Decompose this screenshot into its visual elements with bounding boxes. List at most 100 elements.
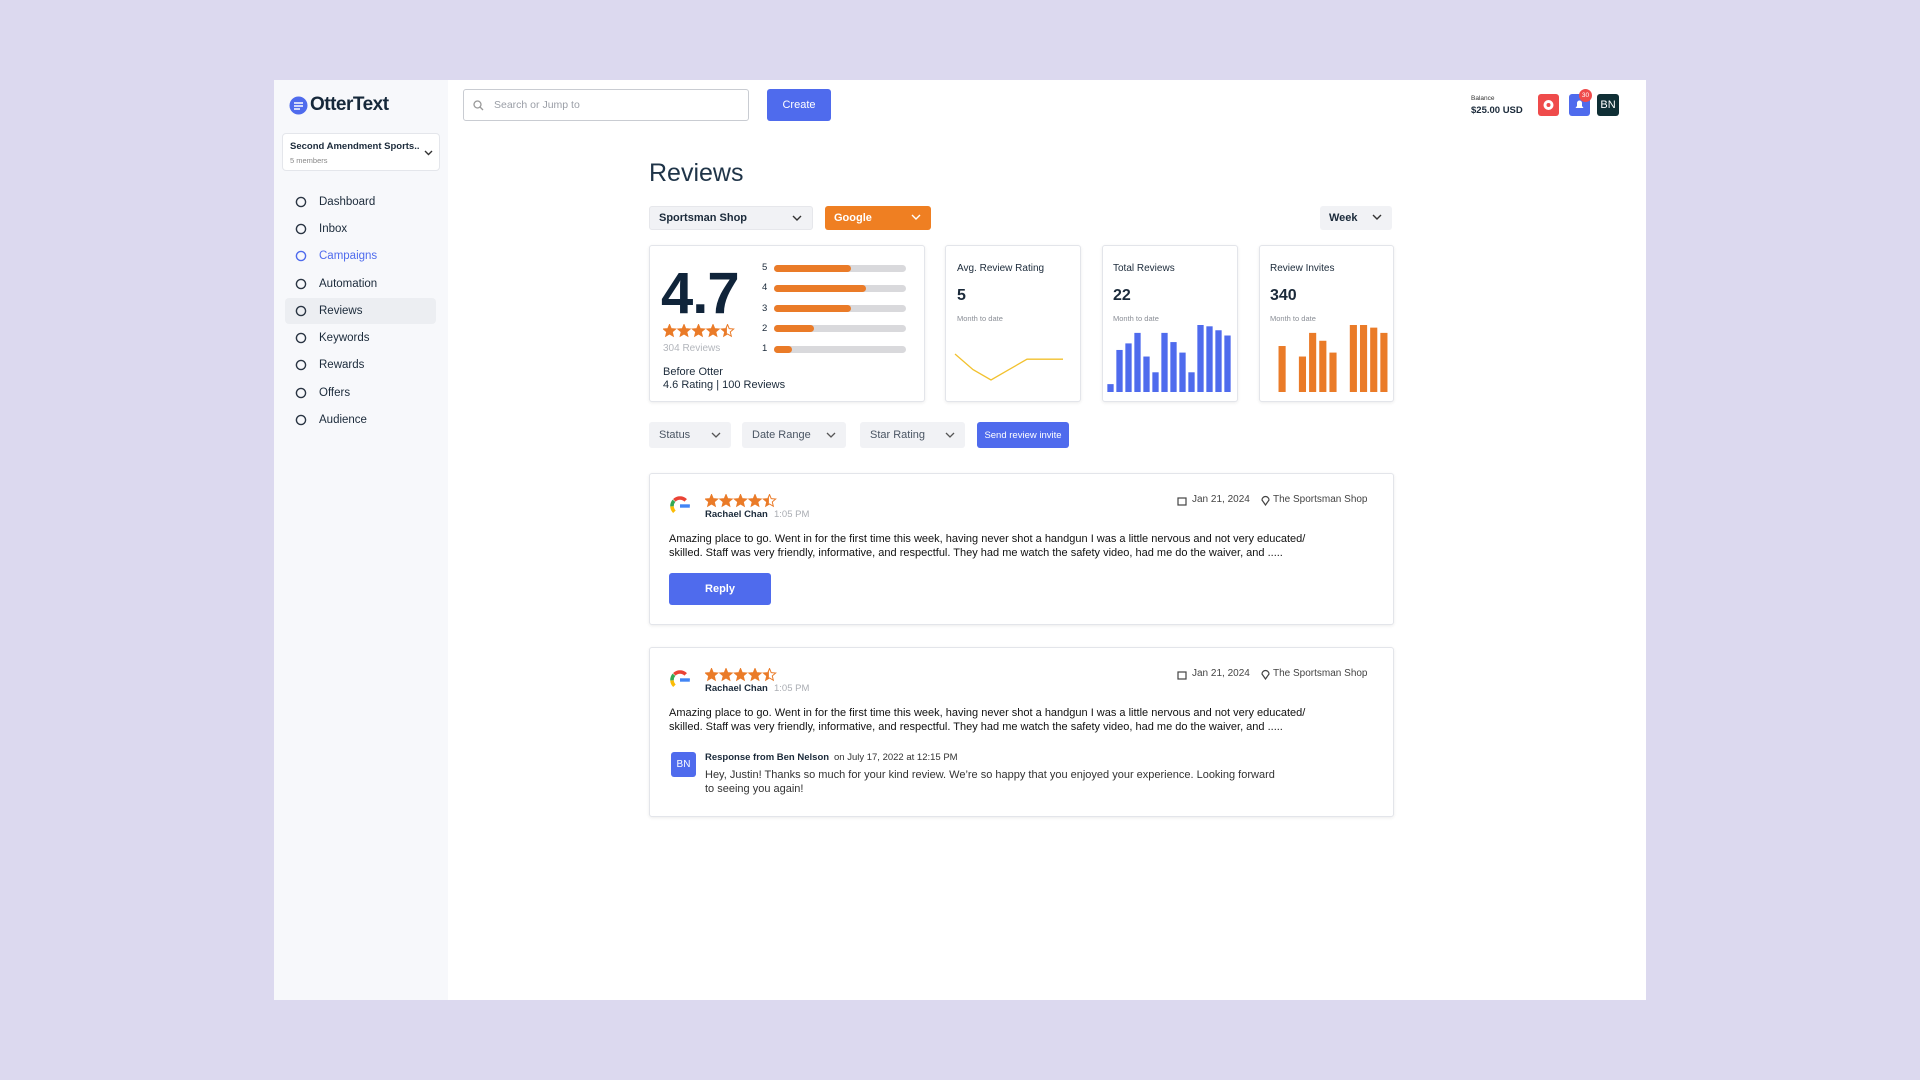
- bar: [1179, 352, 1186, 392]
- stat-card: [1102, 245, 1238, 402]
- dist-label: 2: [762, 322, 768, 334]
- nav-icon: [295, 278, 307, 290]
- star-outline: [718, 494, 734, 508]
- filter-label: Star Rating: [870, 429, 926, 441]
- nav-item[interactable]: Dashboard: [285, 189, 436, 215]
- nav-item[interactable]: Campaigns: [285, 243, 436, 269]
- bar: [1298, 356, 1307, 392]
- response-avatar: BN: [671, 752, 696, 777]
- star-outline: [747, 668, 763, 682]
- calendar-icon: [1177, 497, 1187, 506]
- org-select[interactable]: Second Amendment Sports.. 5 members: [282, 133, 440, 171]
- nav-icon: [295, 223, 307, 235]
- star-outline: [733, 494, 748, 508]
- logo-arc: [670, 496, 690, 516]
- bar: [1278, 346, 1286, 392]
- star-outline: [718, 668, 734, 682]
- nav-icon: [295, 305, 307, 317]
- chevron: [424, 150, 433, 156]
- filter[interactable]: Status: [649, 422, 731, 448]
- google-logo: [670, 670, 690, 690]
- nav-icon: [295, 414, 307, 426]
- invite-button[interactable]: Send review invite: [977, 422, 1069, 448]
- dist-track: [774, 264, 906, 272]
- period: Week: [1329, 212, 1358, 224]
- help-button[interactable]: [1538, 94, 1559, 116]
- filter[interactable]: Date Range: [742, 422, 846, 448]
- bar: [1224, 335, 1231, 392]
- nav-item[interactable]: Keywords: [285, 325, 436, 351]
- dist-track: [774, 305, 906, 313]
- icon-shape: [295, 387, 307, 399]
- filter-label: Status: [659, 429, 691, 441]
- nav-label: Rewards: [319, 359, 365, 371]
- nav-item[interactable]: Offers: [285, 380, 436, 406]
- period-select[interactable]: Week: [1320, 206, 1392, 230]
- dist-track: [774, 325, 906, 333]
- nav-label: Offers: [319, 387, 351, 399]
- pin-icon: [1261, 495, 1270, 506]
- nav-item[interactable]: Audience: [285, 407, 436, 433]
- review-location: The Sportsman Shop: [1273, 494, 1368, 505]
- help-icon: [1543, 100, 1554, 110]
- review-location: The Sportsman Shop: [1273, 668, 1368, 679]
- icon-shape: [295, 196, 307, 208]
- review-date: Jan 21, 2024: [1192, 494, 1250, 505]
- star-outline: [705, 494, 719, 508]
- nav-item[interactable]: Automation: [285, 271, 436, 297]
- search-placeholder: Search or Jump to: [494, 99, 580, 111]
- balance: $25.00 USD: [1471, 105, 1523, 116]
- nav-label: Campaigns: [319, 250, 378, 262]
- dist-label: 4: [762, 282, 768, 294]
- bar: [1134, 332, 1141, 392]
- avatar[interactable]: BN: [1597, 94, 1619, 116]
- dist-bar: [774, 345, 793, 353]
- search[interactable]: Search or Jump to: [463, 89, 749, 121]
- nav-label: Audience: [319, 414, 367, 426]
- dist-bar: [774, 325, 814, 333]
- review-author: Rachael Chan: [705, 509, 768, 520]
- source-select[interactable]: Google: [825, 206, 931, 230]
- star-outline: [663, 324, 677, 338]
- star-outline: [705, 324, 721, 338]
- nav-item[interactable]: Reviews: [285, 298, 436, 324]
- logo-icon: [289, 96, 308, 115]
- review-author: Rachael Chan: [705, 683, 768, 694]
- nav-item[interactable]: Rewards: [285, 352, 436, 378]
- icon-shape: [1177, 671, 1187, 680]
- nav-icon: [295, 359, 307, 371]
- bar: [1370, 327, 1378, 392]
- icon-shape: [1261, 669, 1270, 680]
- location-select[interactable]: Sportsman Shop: [649, 206, 813, 230]
- stat-card: [945, 245, 1081, 402]
- stat-note: Month to date: [1113, 314, 1159, 323]
- reply-button[interactable]: Reply: [669, 573, 771, 605]
- chevron: [1372, 214, 1382, 220]
- bar: [1329, 352, 1337, 392]
- create-button[interactable]: Create: [767, 89, 831, 121]
- filter-label: Date Range: [752, 429, 811, 441]
- before-label: Before Otter: [663, 366, 723, 378]
- stat-title: Review Invites: [1270, 263, 1335, 274]
- bar: [1359, 325, 1368, 392]
- nav-label: Automation: [319, 278, 378, 290]
- review-count: 304 Reviews: [663, 343, 721, 354]
- bar: [1161, 332, 1168, 392]
- google-logo: [670, 496, 690, 516]
- org-members: 5 members: [290, 156, 328, 165]
- nav-item[interactable]: Inbox: [285, 216, 436, 242]
- bar: [1143, 356, 1150, 392]
- stars: [663, 324, 735, 338]
- bar: [1309, 332, 1317, 392]
- notification-badge: 30: [1579, 89, 1592, 102]
- review-time: 1:05 PM: [774, 683, 810, 694]
- nav-icon: [295, 250, 307, 262]
- source: Google: [834, 212, 872, 224]
- chevron: [792, 215, 802, 221]
- nav-label: Reviews: [319, 305, 363, 317]
- star-outline: [762, 668, 777, 682]
- review-text: Amazing place to go. Went in for the fir…: [669, 533, 1306, 545]
- filter[interactable]: Star Rating: [860, 422, 965, 448]
- line: [954, 353, 1063, 381]
